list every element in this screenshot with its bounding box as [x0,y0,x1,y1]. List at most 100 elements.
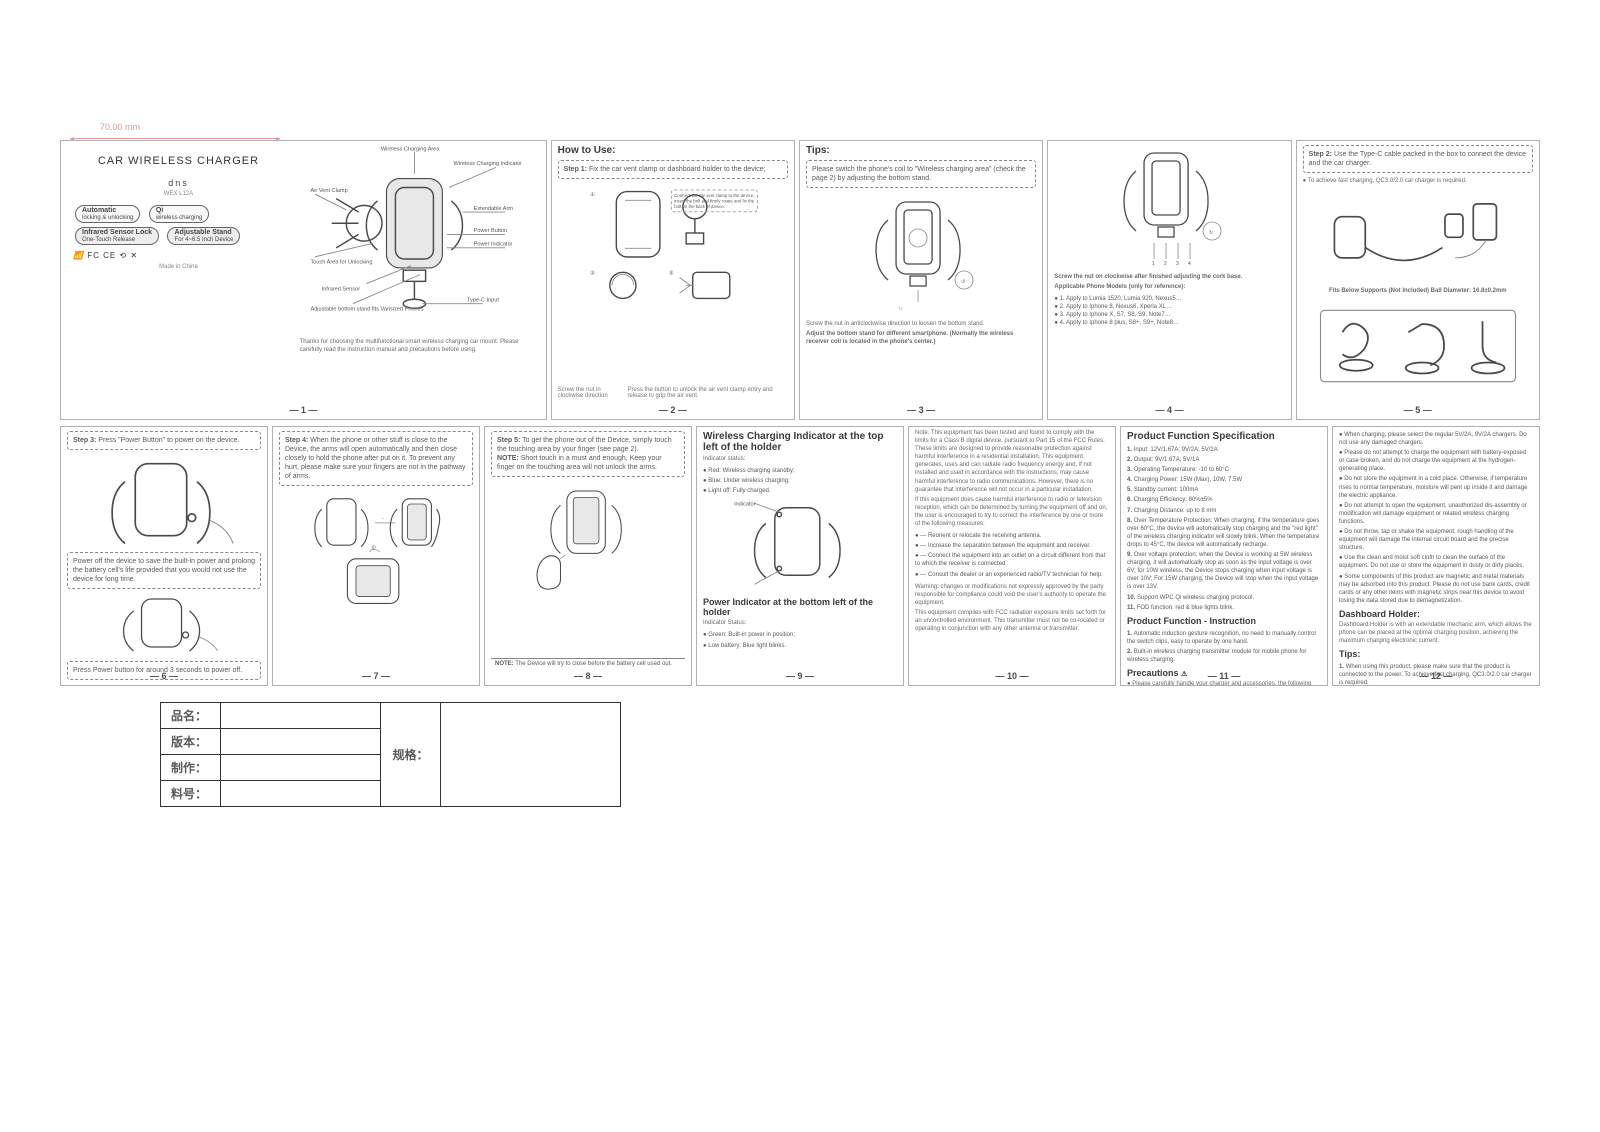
cert-icons: 📶 FC CE ⟲ ✕ [73,251,284,260]
fcc-warn: Warning: changes or modifications not ex… [915,583,1109,607]
panel-4: ↻ 12 34 Screw the nut on clockwise after… [1047,140,1291,420]
svg-text:Adjustable bottom stand fits V: Adjustable bottom stand fits Varisized P… [310,306,423,312]
ind1-list: Red: Wireless charging standby;Blue: Und… [703,467,897,495]
svg-text:indicator: indicator [735,502,756,508]
thanks-text: Thanks for choosing the multifunctional … [300,338,540,354]
p3-illus: ↺ ↑↓ [812,194,1030,314]
brand-logo: dns [168,178,189,188]
th-name: 品名： [161,703,221,729]
panel-12: When charging, please select the regular… [1332,426,1540,686]
panel-3: Tips: Please switch the phone's coil to … [799,140,1043,420]
page-no-7: — 7 — [362,671,390,681]
panel-9: Wireless Charging Indicator at the top l… [696,426,904,686]
spec-table: 品名： 规格： 版本： 制作： 料号： [160,702,621,807]
td-name [221,703,381,729]
step4-box: Step 4: When the phone or other stuff is… [279,431,473,486]
step1-box: Step 1: Fix the car vent clamp or dashbo… [558,160,788,179]
p5-note: ● To achieve fast charging, QC3.0/2.0 ca… [1303,177,1533,185]
spec-head: Product Function Specification [1127,431,1321,442]
page-no-12: — 12 — [1419,671,1452,681]
ind2-status: Indicator Status: [703,619,897,627]
svg-text:→: → [380,516,384,521]
p9-h2: Power Indicator at the bottom left of th… [703,597,897,617]
panel-8: Step 5: To get the phone out of the Devi… [484,426,692,686]
models-list: 1. Apply to Lumia 1520, Lumia 920, Nexus… [1054,295,1284,327]
dim-width-arrow [70,138,280,139]
svg-text:②: ② [590,271,595,277]
dash-head: Dashboard Holder: [1339,609,1533,619]
page-no-10: — 10 — [995,671,1028,681]
page-no-1: — 1 — [289,405,317,415]
lbl-tua: Touch Area for Unlocking [310,259,372,265]
inst-list: Automatic induction gesture recognition,… [1127,630,1321,664]
model-no: WEX L12A [67,191,290,197]
page-no-11: — 11 — [1208,671,1241,681]
td-pn [221,781,381,807]
p8-illus [495,483,680,603]
td-ver [221,729,381,755]
svg-text:↺: ↺ [961,279,965,285]
step3-box: Step 3: Press "Power Button" to power on… [67,431,261,450]
row-bottom: Step 3: Press "Power Button" to power on… [60,426,1540,686]
p12-tips-head: Tips: [1339,649,1533,659]
p6-cap1: Power off the device to save the built-i… [67,552,261,589]
row-top: CAR WIRELESS CHARGER dns WEX L12A Automa… [60,140,1540,420]
manual-spread: 70.00 mm 105.00 mm CAR WIRELESS CHARGER … [0,0,1600,1132]
p8-foot: NOTE: The Device will try to close befor… [491,658,685,669]
svg-text:4: 4 [1188,261,1191,267]
p7-illus: → ))) [283,492,468,612]
svg-text:③: ③ [668,271,673,277]
lbl-pi: Power Indicator [473,242,512,248]
product-title: CAR WIRELESS CHARGER [67,155,290,167]
lbl-is: Infrared Sensor [321,286,360,292]
panel-10: Note: This equipment has been tested and… [908,426,1116,686]
svg-text:1: 1 [1152,261,1155,267]
step5-box: Step 5: To get the phone out of the Devi… [491,431,685,477]
th-spec: 规格： [381,703,441,807]
p6-illus1 [76,456,251,546]
panel-2: How to Use: Step 1: Fix the car vent cla… [551,140,795,420]
panel-5: Step 2: Use the Type-C cable packed in t… [1296,140,1540,420]
p3-cap2: Adjust the bottom stand for different sm… [806,330,1036,346]
badge-sensor: Infrared Sensor LockOne-Touch Release [75,227,159,245]
panel-11: Product Function Specification Input: 12… [1120,426,1328,686]
fcc2: If this equipment does cause harmful int… [915,496,1109,528]
badge-qi: Qiwireless charging [149,205,209,223]
howto-head: How to Use: [558,145,788,156]
dash: Dashboard Holder is with an extendable m… [1339,621,1533,645]
ind-status: Indicator status: [703,455,897,463]
th-ver: 版本： [161,729,221,755]
supports-head: Fits Below Supports (Not Included) Ball … [1303,287,1533,295]
p4-cap: Screw the nut on clockwise after finishe… [1054,273,1284,281]
lbl-wci: Wireless Charging Indicator [453,161,522,167]
tips-head: Tips: [806,145,1036,156]
th-pn: 料号： [161,781,221,807]
page-no-6: — 6 — [150,671,178,681]
svg-text:①: ① [590,192,595,198]
parts-diagram: Wireless Charging Area Wireless Charging… [294,145,546,385]
p2-illus: ① Connect the car vent clamp to the devi… [564,185,782,305]
p5-illus [1315,191,1521,281]
lbl-wca: Wireless Charging Area [381,147,440,153]
lbl-pb: Power Button [473,228,507,234]
lbl-avc: Air Vent Clamp [310,188,347,194]
measures: — Reorient or relocate the receiving ant… [915,532,1109,578]
p6-illus2 [76,595,251,655]
p4-illus: ↻ 12 34 [1060,147,1278,267]
badge-auto: Automaticlocking & unlocking [75,205,140,223]
p9-illus: indicator [712,501,887,591]
p2-captions: Screw the nut in clockwise directionPres… [558,387,788,399]
p5-supports [1315,301,1521,391]
svg-text:3: 3 [1176,261,1179,267]
svg-text:↻: ↻ [1209,230,1213,236]
p3-cap1: Screw the nut in anticlockwise direction… [806,320,1036,328]
svg-text:))): ))) [372,545,377,550]
badge-stand: Adjustable StandFor 4~6.5 Inch Device [167,227,240,245]
td-make [221,755,381,781]
p12-bullets: When charging, please select the regular… [1339,431,1533,605]
spec-list: Input: 12V/1.67A; 9V/2A; 5V/2AOutput: 9V… [1127,446,1321,612]
lbl-tc: Type-C Input [467,297,499,303]
svg-text:↑↓: ↑↓ [898,306,903,312]
panel-1: CAR WIRELESS CHARGER dns WEX L12A Automa… [60,140,547,420]
inst-head: Product Function - Instruction [1127,616,1321,626]
